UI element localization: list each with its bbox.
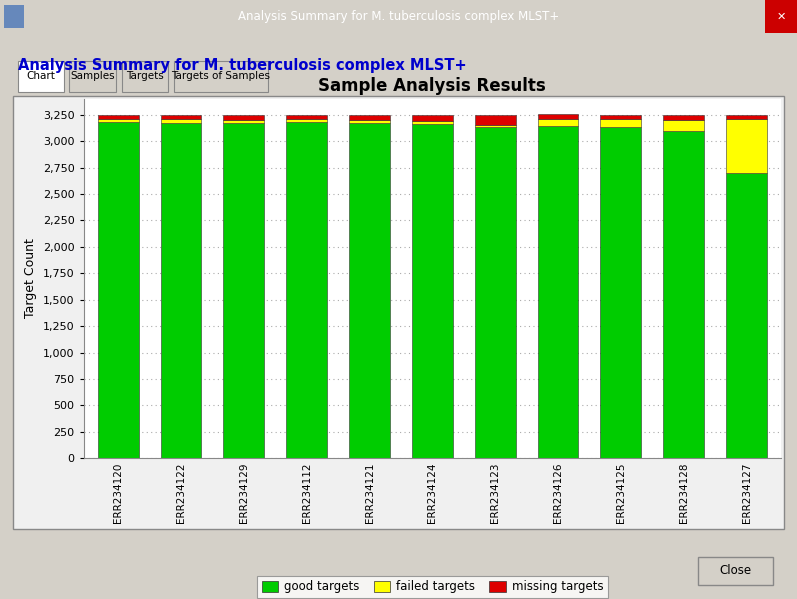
Bar — [538, 126, 579, 458]
FancyBboxPatch shape — [18, 61, 64, 92]
Bar — [349, 120, 390, 123]
Bar — [475, 128, 516, 458]
Bar — [98, 114, 139, 119]
FancyBboxPatch shape — [698, 556, 773, 585]
Text: Analysis Summary for M. tuberculosis complex MLST+: Analysis Summary for M. tuberculosis com… — [238, 10, 559, 23]
Bar — [349, 123, 390, 458]
Bar — [286, 114, 327, 119]
Bar — [98, 122, 139, 458]
Bar — [4, 5, 24, 28]
Text: Close: Close — [720, 564, 752, 577]
Bar — [223, 114, 265, 120]
Text: ✕: ✕ — [776, 11, 786, 22]
Bar — [412, 121, 453, 123]
Legend: good targets, failed targets, missing targets: good targets, failed targets, missing ta… — [257, 576, 608, 598]
Bar — [538, 119, 579, 126]
Bar — [726, 114, 767, 119]
Bar — [663, 114, 704, 120]
Text: Analysis Summary for M. tuberculosis complex MLST+: Analysis Summary for M. tuberculosis com… — [18, 58, 467, 73]
Bar — [663, 120, 704, 131]
Text: Targets of Samples: Targets of Samples — [171, 71, 270, 81]
Bar — [600, 128, 642, 458]
Bar — [161, 119, 202, 123]
Bar — [161, 123, 202, 458]
Bar — [161, 114, 202, 119]
Bar — [223, 123, 265, 458]
Y-axis label: Target Count: Target Count — [25, 238, 37, 319]
FancyBboxPatch shape — [174, 61, 269, 92]
Bar — [726, 119, 767, 173]
Bar — [475, 125, 516, 128]
Text: Chart: Chart — [26, 71, 56, 81]
FancyBboxPatch shape — [69, 61, 116, 92]
Bar — [412, 123, 453, 458]
Bar — [726, 173, 767, 458]
Bar — [286, 122, 327, 458]
Bar — [286, 119, 327, 122]
Text: Samples: Samples — [70, 71, 115, 81]
FancyBboxPatch shape — [122, 61, 168, 92]
Bar — [349, 114, 390, 120]
Bar — [600, 114, 642, 119]
Bar — [765, 0, 797, 33]
Bar — [98, 119, 139, 122]
Bar — [223, 120, 265, 123]
Bar — [475, 114, 516, 125]
Title: Sample Analysis Results: Sample Analysis Results — [319, 77, 546, 95]
Bar — [538, 114, 579, 119]
FancyBboxPatch shape — [14, 96, 783, 528]
Text: Targets: Targets — [127, 71, 164, 81]
Bar — [412, 114, 453, 121]
Bar — [663, 131, 704, 458]
Bar — [600, 119, 642, 128]
